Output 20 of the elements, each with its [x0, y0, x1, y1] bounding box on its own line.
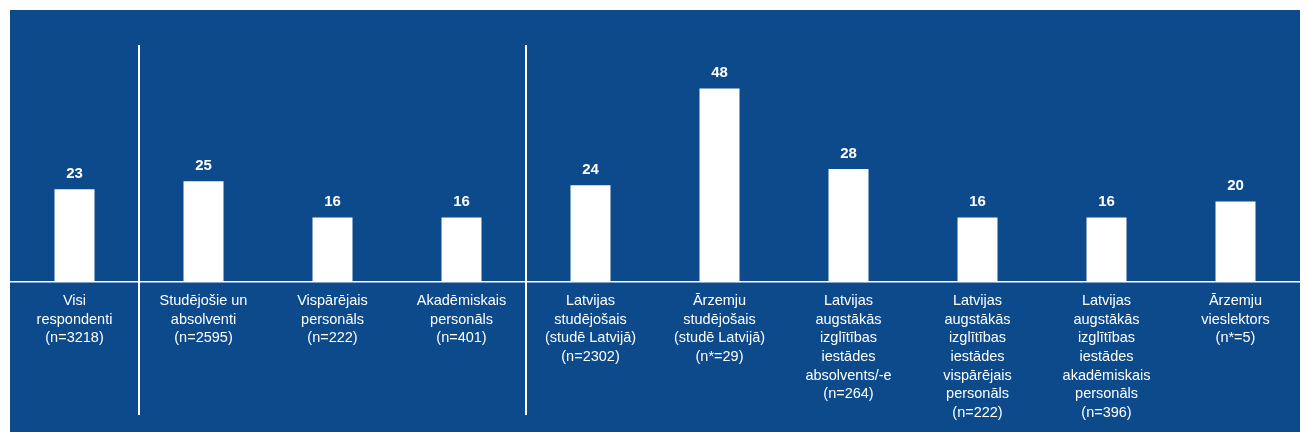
data-label: 23 [66, 163, 83, 181]
x-tick-label: Latvijas augstākās izglītības iestādes absolvents/-e (n=264) [805, 292, 892, 402]
x-tick-label: Latvijas studējošais (studē Latvijā) (n=2302) [544, 292, 637, 365]
data-label: 20 [1227, 176, 1244, 194]
data-label: 16 [969, 192, 986, 210]
data-label: 16 [1098, 192, 1115, 210]
data-label: 48 [711, 63, 728, 81]
x-tick-label: Latvijas augstākās izglītības iestādes vispārējais personāls (n=222) [943, 292, 1012, 420]
x-tick-label: Studējošie un absolventi (n=2595) [159, 292, 248, 346]
x-tick-label: Ārzemju studējošais (studē Latvijā) (n*=29) [673, 292, 766, 365]
x-tick-label: Akadēmiskais personāls (n=401) [416, 292, 507, 346]
x-tick-label: Visi respondenti (n=3218) [36, 292, 113, 346]
data-label: 25 [195, 155, 212, 173]
x-tick-label: Latvijas augstākās izglītības iestādes akadēmiskais personāls (n=396) [1062, 292, 1151, 420]
data-label: 24 [582, 159, 600, 177]
data-label: 16 [324, 192, 341, 210]
x-tick-label: Ārzemju vieslektors (n*=5) [1201, 292, 1270, 346]
data-label: 28 [840, 143, 857, 161]
data-label: 16 [453, 192, 470, 210]
x-tick-label: Vispārējais personāls (n=222) [297, 292, 368, 346]
